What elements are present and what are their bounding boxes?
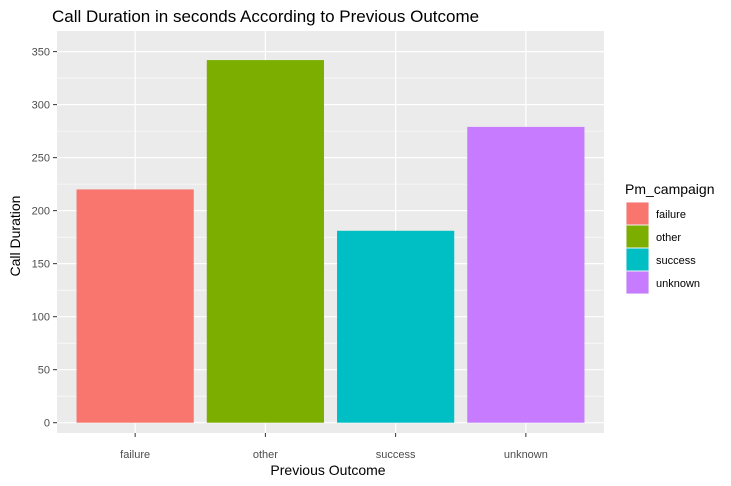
y-tick-label: 350	[32, 47, 50, 59]
legend-swatch-success	[626, 248, 649, 271]
y-tick-label: 300	[32, 100, 50, 112]
x-axis: failure other success unknown	[120, 433, 548, 461]
x-tick-label: success	[376, 449, 416, 461]
x-tick-label: other	[253, 449, 278, 461]
legend-title: Pm_campaign	[625, 181, 715, 197]
legend-label-success: success	[656, 255, 696, 267]
chart-title: Call Duration in seconds According to Pr…	[52, 7, 479, 26]
y-tick-label: 0	[44, 418, 50, 430]
y-tick-label: 100	[32, 312, 50, 324]
y-axis-title: Call Duration	[7, 196, 23, 277]
x-tick-label: unknown	[504, 449, 548, 461]
y-tick-label: 150	[32, 259, 50, 271]
y-axis: 0 50 100 150 200 250 300 350	[32, 47, 57, 430]
legend-swatch-unknown	[626, 271, 649, 294]
legend-label-failure: failure	[656, 209, 686, 221]
bar-success	[337, 230, 455, 423]
bar-unknown	[467, 126, 585, 423]
legend-swatch-failure	[626, 202, 649, 225]
bars	[76, 60, 585, 423]
y-tick-label: 250	[32, 153, 50, 165]
legend-label-other: other	[656, 232, 681, 244]
legend: Pm_campaign failure other success unknown	[625, 181, 715, 294]
x-tick-label: failure	[120, 449, 150, 461]
x-axis-title: Previous Outcome	[270, 462, 385, 478]
y-tick-label: 50	[38, 365, 50, 377]
legend-label-unknown: unknown	[656, 278, 700, 290]
bar-other	[206, 60, 324, 423]
legend-swatch-other	[626, 225, 649, 248]
y-tick-label: 200	[32, 206, 50, 218]
bar-failure	[76, 189, 194, 423]
